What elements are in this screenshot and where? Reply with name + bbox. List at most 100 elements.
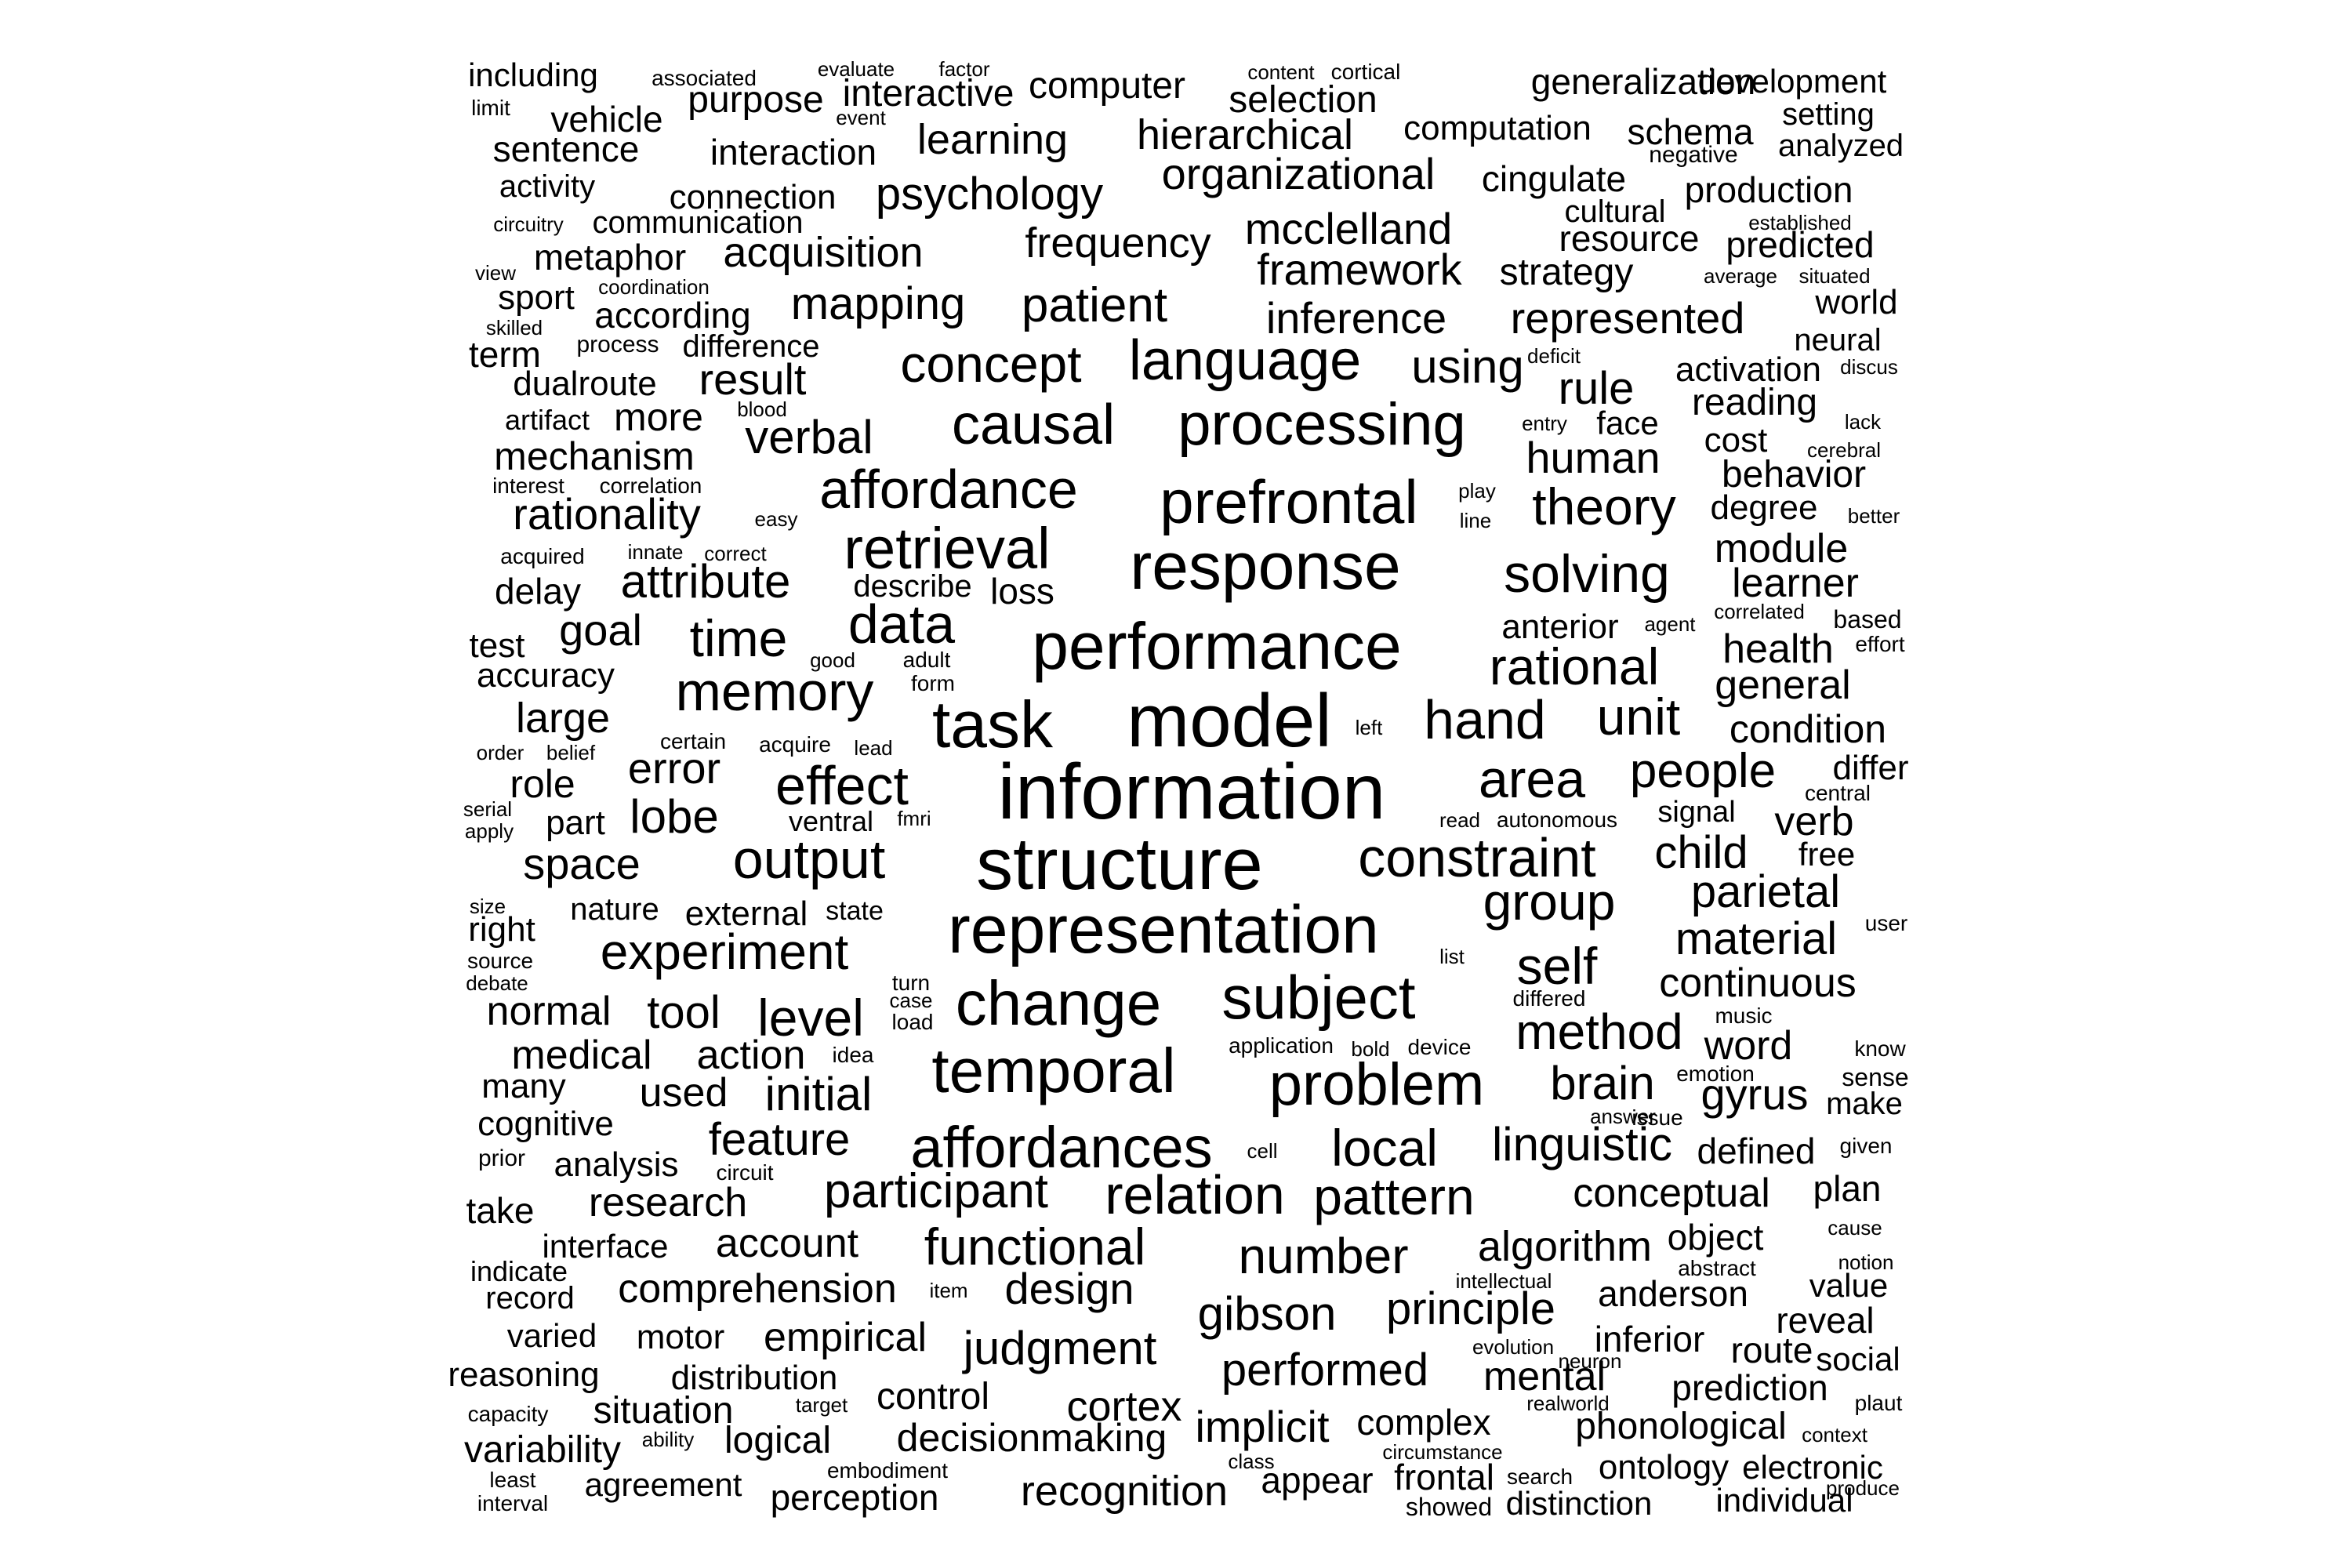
word-time: time — [689, 609, 788, 667]
word-performed: performed — [1221, 1345, 1429, 1396]
word-loss: loss — [990, 571, 1054, 612]
word-object: object — [1667, 1217, 1764, 1258]
word-hierarchical: hierarchical — [1136, 111, 1354, 158]
word-event: event — [836, 106, 886, 129]
word-conceptual: conceptual — [1573, 1171, 1770, 1216]
word-belief: belief — [546, 741, 596, 764]
word-phonological: phonological — [1575, 1406, 1787, 1447]
word-indicate: indicate — [470, 1255, 568, 1287]
word-order: order — [476, 741, 524, 764]
word-patient: patient — [1021, 278, 1168, 332]
word-mechanism: mechanism — [494, 434, 695, 478]
word-list: list — [1439, 945, 1465, 968]
word-self: self — [1516, 937, 1598, 995]
word-role: role — [510, 762, 575, 806]
word-action: action — [696, 1033, 806, 1078]
word-analyzed: analyzed — [1777, 129, 1904, 163]
word-setting: setting — [1782, 97, 1875, 132]
word-face: face — [1596, 405, 1659, 441]
word-agent: agent — [1644, 612, 1696, 636]
word-evolution: evolution — [1472, 1335, 1555, 1359]
word-case: case — [889, 989, 933, 1012]
word-prediction: prediction — [1671, 1367, 1828, 1408]
word-plaut: plaut — [1854, 1391, 1903, 1415]
word-neural: neural — [1794, 323, 1882, 358]
word-distinction: distinction — [1505, 1485, 1653, 1522]
word-constraint: constraint — [1358, 827, 1596, 888]
word-produce: produce — [1826, 1476, 1900, 1500]
word-term: term — [469, 334, 541, 375]
word-intellectual: intellectual — [1455, 1269, 1552, 1293]
word-medical: medical — [511, 1033, 652, 1078]
word-resource: resource — [1559, 218, 1700, 259]
word-anterior: anterior — [1501, 608, 1619, 646]
word-limit: limit — [471, 96, 510, 120]
word-retrieval: retrieval — [844, 516, 1051, 581]
word-performance: performance — [1032, 609, 1402, 683]
word-including: including — [468, 56, 598, 93]
word-certain: certain — [659, 729, 727, 753]
word-generalization: generalization — [1530, 61, 1756, 102]
word-variability: variability — [463, 1429, 622, 1471]
word-view: view — [474, 261, 517, 285]
word-nature: nature — [570, 892, 659, 927]
word-decisionmaking: decisionmaking — [896, 1416, 1167, 1460]
word-prefrontal: prefrontal — [1160, 467, 1418, 536]
word-rationality: rationality — [513, 489, 701, 539]
word-connection: connection — [669, 178, 837, 216]
word-established: established — [1748, 211, 1852, 234]
word-complex: complex — [1356, 1402, 1491, 1443]
word-mcclelland: mcclelland — [1244, 204, 1453, 253]
word-error: error — [627, 743, 721, 793]
word-affordances: affordances — [910, 1115, 1213, 1180]
word-solving: solving — [1504, 544, 1670, 604]
word-lead: lead — [854, 736, 893, 760]
word-issue: issue — [1632, 1105, 1683, 1130]
word-part: part — [546, 804, 605, 842]
word-learning: learning — [916, 116, 1069, 163]
word-entry: entry — [1522, 412, 1567, 435]
word-user: user — [1864, 911, 1908, 935]
word-turn: turn — [891, 971, 931, 995]
word-research: research — [588, 1180, 748, 1225]
word-test: test — [469, 626, 525, 665]
word-reveal: reveal — [1776, 1300, 1875, 1341]
word-normal: normal — [486, 989, 612, 1034]
word-device: device — [1407, 1035, 1472, 1059]
word-item: item — [929, 1279, 968, 1302]
word-rational: rational — [1489, 637, 1660, 695]
word-load: load — [891, 1010, 934, 1034]
word-difference: difference — [682, 329, 820, 364]
word-according: according — [594, 295, 751, 336]
word-lobe: lobe — [630, 790, 719, 843]
word-sentence: sentence — [492, 129, 640, 169]
word-take: take — [466, 1190, 535, 1231]
word-participant: participant — [823, 1164, 1049, 1218]
word-causal: causal — [951, 394, 1116, 456]
word-emotion: emotion — [1676, 1062, 1755, 1086]
word-acquisition: acquisition — [723, 229, 924, 276]
word-circuit: circuit — [716, 1160, 774, 1185]
word-sport: sport — [498, 278, 575, 317]
word-verbal: verbal — [745, 411, 873, 463]
word-cognitive: cognitive — [477, 1105, 614, 1143]
word-form: form — [911, 671, 955, 695]
word-goal: goal — [559, 605, 642, 655]
word-brain: brain — [1550, 1057, 1655, 1109]
word-activation: activation — [1675, 350, 1821, 389]
word-coordination: coordination — [598, 275, 710, 299]
word-left: left — [1355, 716, 1383, 739]
word-processing: processing — [1178, 391, 1466, 458]
word-algorithm: algorithm — [1477, 1223, 1653, 1270]
word-temporal: temporal — [931, 1036, 1176, 1105]
word-feature: feature — [708, 1114, 851, 1165]
word-framework: framework — [1257, 245, 1462, 294]
word-continuous: continuous — [1659, 960, 1857, 1006]
word-material: material — [1675, 913, 1838, 964]
word-mental: mental — [1483, 1354, 1606, 1399]
word-realworld: realworld — [1526, 1392, 1610, 1415]
word-anderson: anderson — [1598, 1273, 1748, 1314]
word-plan: plan — [1813, 1168, 1882, 1209]
word-embodiment: embodiment — [826, 1458, 949, 1483]
word-defined: defined — [1697, 1131, 1816, 1171]
